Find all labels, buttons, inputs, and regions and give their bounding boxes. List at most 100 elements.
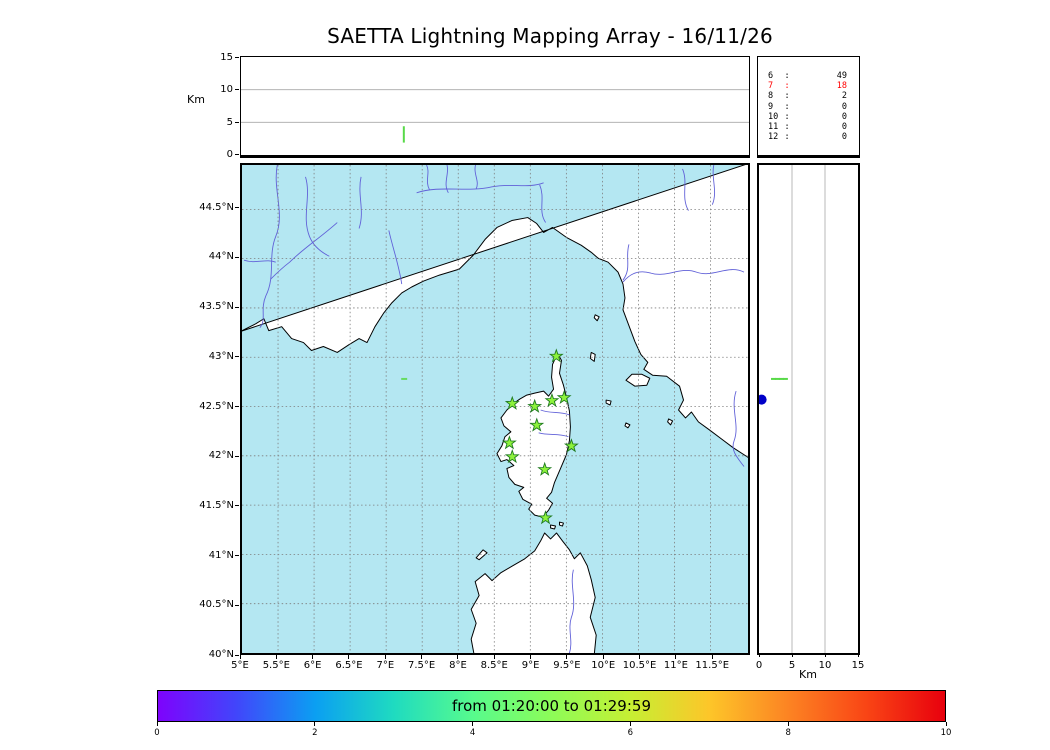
station-count-row: 10:0 [768, 111, 847, 122]
river [358, 176, 362, 229]
lon-tick-mark [711, 655, 713, 659]
lat-tick-mark [235, 256, 239, 258]
altitude-tick-mark [235, 57, 239, 59]
lat-tick-label: 44°N [208, 251, 234, 263]
lon-tick-mark [457, 655, 459, 659]
altitude-latitude-plot [759, 165, 826, 653]
river [622, 244, 630, 281]
colorbar-tick-mark [314, 722, 316, 726]
sardinia [470, 532, 597, 653]
lon-tick-mark [348, 655, 350, 659]
altitude-tick-mark [235, 89, 239, 91]
right-axis-tick-label: 0 [755, 660, 763, 671]
station-star-marker [563, 438, 579, 453]
right-axis-tick-label: 10 [818, 660, 832, 671]
elba-island [625, 373, 651, 387]
lon-tick-mark [275, 655, 277, 659]
river [568, 569, 575, 653]
station-count-row: 9:0 [768, 101, 847, 112]
lon-tick-label: 11.5°E [695, 660, 730, 671]
colorbar-gradient [158, 691, 945, 721]
colorbar-tick-mark [629, 722, 631, 726]
lon-tick-mark [239, 655, 241, 659]
station-count-rows: 6:49 7:18 8:2 9:0 10:0 11:0 12:0 [768, 71, 847, 142]
lat-tick-label: 42°N [208, 450, 234, 462]
mainland-coast [242, 165, 748, 458]
landmasses [242, 165, 748, 653]
lat-tick-label: 40°N [208, 649, 234, 660]
station-count-row: 12:0 [768, 132, 847, 143]
station-star-marker [527, 398, 543, 413]
lon-tick-label: 9°E [521, 660, 540, 671]
lon-tick-mark [675, 655, 677, 659]
lat-tick-label: 41.5°N [199, 499, 234, 511]
lon-tick-label: 7°E [376, 660, 395, 671]
blue-point-marker [759, 394, 767, 405]
lat-tick-mark [235, 555, 239, 557]
right-panel-gridlines [759, 165, 826, 653]
lon-tick-label: 7.5°E [407, 660, 436, 671]
lat-tick-mark [235, 207, 239, 209]
river [416, 182, 544, 194]
right-axis-tick-mark [758, 653, 760, 657]
station-star-marker [556, 389, 572, 405]
station-star-marker [544, 392, 560, 407]
lat-tick-label: 43°N [208, 350, 234, 362]
colorbar-time-label: from 01:20:00 to 01:29:59 [451, 697, 651, 715]
altitude-tick-label: 5 [226, 116, 233, 128]
station-star-marker [504, 449, 520, 464]
station-star-marker [548, 348, 564, 363]
station-count-row: 11:0 [768, 122, 847, 133]
right-axis-tick-label: 5 [788, 660, 796, 671]
giglio-island [667, 418, 674, 426]
lat-tick-mark [235, 306, 239, 308]
altitude-tick-mark [235, 121, 239, 123]
river [622, 269, 745, 283]
colorbar-tick-mark [156, 722, 158, 726]
altitude-tick-label: 15 [220, 52, 233, 64]
lon-tick-label: 6.5°E [335, 660, 363, 671]
lon-tick-label: 5°E [231, 660, 249, 671]
maddalena-island [550, 524, 557, 530]
river [711, 165, 715, 205]
lat-tick-label: 43.5°N [199, 301, 234, 313]
colorbar-tick-mark [945, 722, 947, 726]
lat-tick-label: 44.5°N [199, 201, 234, 213]
figure-title: SAETTA Lightning Mapping Array - 16/11/2… [327, 24, 773, 48]
right-axis-tick-label: 15 [851, 660, 865, 671]
station-star-marker [501, 435, 517, 450]
lightning-flash-marker [401, 377, 408, 380]
river [540, 409, 570, 416]
river [243, 259, 276, 263]
altitude-tick-mark [235, 154, 239, 156]
altitude-panel-gridlines [241, 89, 749, 143]
altitude-tick-label: 0 [226, 149, 233, 161]
colorbar-tick-label: 8 [785, 728, 791, 738]
river [538, 432, 569, 438]
lon-tick-label: 5.5°E [262, 660, 290, 671]
right-axis-label: Km [799, 668, 817, 681]
map [242, 165, 748, 653]
gorgona-island [593, 314, 600, 322]
map-gridlines [242, 165, 748, 653]
lon-tick-label: 10.5°E [622, 660, 657, 671]
station-star-marker [529, 417, 545, 432]
altitude-tick-label: 10 [220, 84, 233, 96]
lon-tick-label: 9.5°E [553, 660, 581, 671]
lon-tick-mark [602, 655, 604, 659]
maddalena-island-2 [558, 521, 564, 527]
colorbar-tick-label: 10 [940, 728, 952, 738]
lon-tick-mark [493, 655, 495, 659]
lat-tick-label: 42.5°N [199, 400, 234, 412]
station-count-row: 6:49 [768, 71, 847, 81]
montecristo-island [624, 422, 631, 429]
lat-tick-mark [235, 654, 239, 656]
altitude-longitude-plot [241, 89, 749, 143]
altitude-longitude-panel [240, 56, 750, 158]
colorbar-tick-label: 6 [627, 728, 634, 738]
lon-tick-mark [639, 655, 641, 659]
colorbar-tick-label: 0 [154, 728, 160, 738]
lon-tick-label: 11°E [663, 660, 688, 671]
river [305, 176, 330, 257]
